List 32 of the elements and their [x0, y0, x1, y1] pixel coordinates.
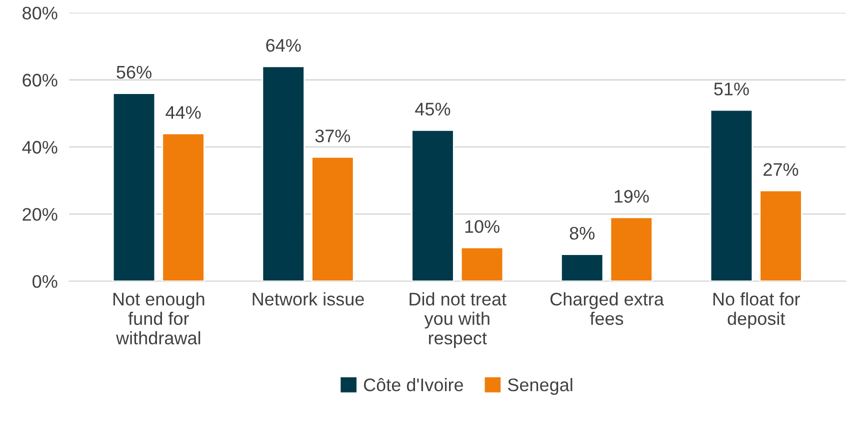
bar [560, 254, 604, 282]
data-label: 37% [315, 130, 350, 142]
bar [262, 66, 305, 282]
x-tick-label: No float for deposit [713, 292, 800, 329]
y-tick-label: 60% [22, 74, 58, 87]
data-label: 27% [764, 163, 798, 176]
bar [411, 130, 454, 282]
y-tick-label: 20% [22, 208, 58, 221]
bar [112, 92, 156, 282]
x-tick-label: Network issue [252, 292, 364, 306]
data-label: 64% [266, 38, 301, 52]
data-label: 19% [614, 190, 649, 203]
bar [311, 156, 354, 282]
y-tick-label: 0% [32, 275, 58, 288]
legend-label: Côte d'Ivoire [364, 378, 464, 392]
bar [610, 216, 654, 282]
y-tick-label: 80% [22, 6, 58, 20]
y-tick-label: 40% [22, 140, 58, 154]
data-label: 8% [570, 226, 595, 240]
x-tick-label: Charged extra fees [550, 292, 664, 325]
data-label: 45% [415, 102, 450, 116]
data-label: 51% [714, 82, 749, 96]
bar [460, 246, 504, 282]
data-label: 44% [166, 106, 201, 119]
legend-label: Senegal [508, 378, 572, 395]
data-label: 10% [465, 220, 500, 233]
x-tick-label: Did not treat you with respect [410, 292, 506, 348]
bar [759, 190, 802, 282]
data-label: 56% [116, 66, 152, 79]
bar [710, 109, 754, 282]
bar [162, 132, 205, 282]
x-tick-label: Not enough fund for withdrawal [113, 292, 204, 344]
